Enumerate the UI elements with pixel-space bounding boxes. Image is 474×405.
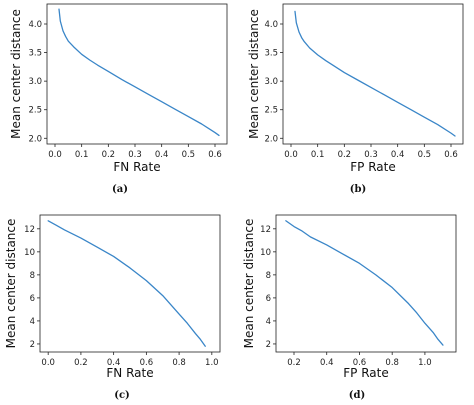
series-line: [294, 10, 456, 137]
x-axis-title: FN Rate: [113, 160, 160, 174]
y-tick-label: 2.5: [28, 106, 42, 116]
y-tick-label: 6: [30, 294, 35, 304]
x-tick-label: 0.3: [364, 150, 378, 160]
x-axis-title: FP Rate: [343, 366, 388, 380]
series-line: [58, 8, 220, 137]
x-tick-label: 0.4: [155, 150, 169, 160]
x-tick-label: 0.0: [284, 150, 298, 160]
y-tick-label: 2.0: [264, 134, 278, 144]
y-axis-title: Mean center distance: [4, 219, 18, 349]
x-tick-label: 0.4: [391, 150, 405, 160]
panel-caption: (b): [350, 184, 366, 195]
plot-frame: [282, 3, 464, 145]
chart-panel-4: 0.2 0.4 0.6 0.8 1.0 2 4 6 8 10 12 FP Rate Mean cente…: [242, 214, 457, 401]
chart-panel-2: 0.0 0.1 0.2 0.3 0.4 0.5 0.6 2.0 2.5 3.0 3.5 4.0 FP R…: [247, 3, 464, 195]
x-axis-title: FN Rate: [106, 366, 153, 380]
x-tick-label: 0.5: [418, 150, 432, 160]
y-tick-label: 2.5: [264, 106, 278, 116]
x-tick-label: 0.6: [353, 358, 367, 368]
x-tick-label: 0.1: [75, 150, 89, 160]
series-line: [47, 220, 206, 347]
y-tick-label: 3.5: [28, 49, 42, 59]
plot-frame: [275, 214, 457, 353]
y-tick-label: 12: [24, 225, 35, 235]
y-axis-title: Mean center distance: [242, 219, 256, 349]
y-axis-title: Mean center distance: [9, 9, 23, 139]
plot-frame: [39, 214, 221, 353]
x-tick-label: 0.1: [311, 150, 325, 160]
y-tick-label: 8: [266, 271, 271, 281]
x-tick-label: 0.8: [172, 358, 186, 368]
y-tick-label: 8: [30, 271, 35, 281]
x-tick-label: 0.2: [287, 358, 301, 368]
x-tick-label: 0.6: [140, 358, 154, 368]
y-tick-label: 4: [266, 317, 271, 327]
x-tick-label: 0.5: [182, 150, 196, 160]
y-tick-label: 2: [30, 340, 35, 350]
x-axis-title: FP Rate: [350, 160, 395, 174]
y-tick-label: 4.0: [264, 20, 278, 30]
panel-caption: (d): [349, 390, 365, 401]
y-tick-label: 3.0: [28, 77, 42, 87]
x-tick-label: 0.2: [74, 358, 88, 368]
x-tick-label: 0.2: [102, 150, 116, 160]
x-tick-label: 0.6: [444, 150, 458, 160]
x-tick-label: 0.0: [41, 358, 55, 368]
x-tick-label: 0.4: [107, 358, 121, 368]
y-tick-label: 12: [260, 225, 271, 235]
chart-panel-3: 0.0 0.2 0.4 0.6 0.8 1.0 2 4 6 8 10 12 FN Rate Mean ce…: [4, 214, 221, 401]
panel-caption: (a): [112, 184, 128, 195]
y-tick-label: 4.0: [28, 20, 42, 30]
x-tick-label: 1.0: [418, 358, 432, 368]
x-tick-label: 0.6: [208, 150, 222, 160]
y-tick-label: 3.5: [264, 49, 278, 59]
x-tick-label: 0.8: [385, 358, 399, 368]
y-tick-label: 10: [260, 248, 271, 258]
plot-frame: [46, 3, 228, 145]
y-tick-label: 3.0: [264, 77, 278, 87]
x-tick-label: 0.4: [320, 358, 334, 368]
x-tick-label: 1.0: [205, 358, 219, 368]
x-tick-label: 0.2: [338, 150, 352, 160]
y-axis-title: Mean center distance: [247, 9, 261, 139]
y-tick-label: 2.0: [28, 134, 42, 144]
x-tick-label: 0.3: [128, 150, 142, 160]
y-tick-label: 6: [266, 294, 271, 304]
series-line: [285, 220, 444, 346]
y-tick-label: 10: [24, 248, 35, 258]
y-tick-label: 4: [30, 317, 35, 327]
chart-panel-1: 0.0 0.1 0.2 0.3 0.4 0.5 0.6 2.0 2.5 3.0 3.5 4.0 FN R…: [9, 3, 228, 195]
y-tick-label: 2: [266, 340, 271, 350]
x-tick-label: 0.0: [48, 150, 62, 160]
panel-caption: (c): [114, 390, 130, 401]
